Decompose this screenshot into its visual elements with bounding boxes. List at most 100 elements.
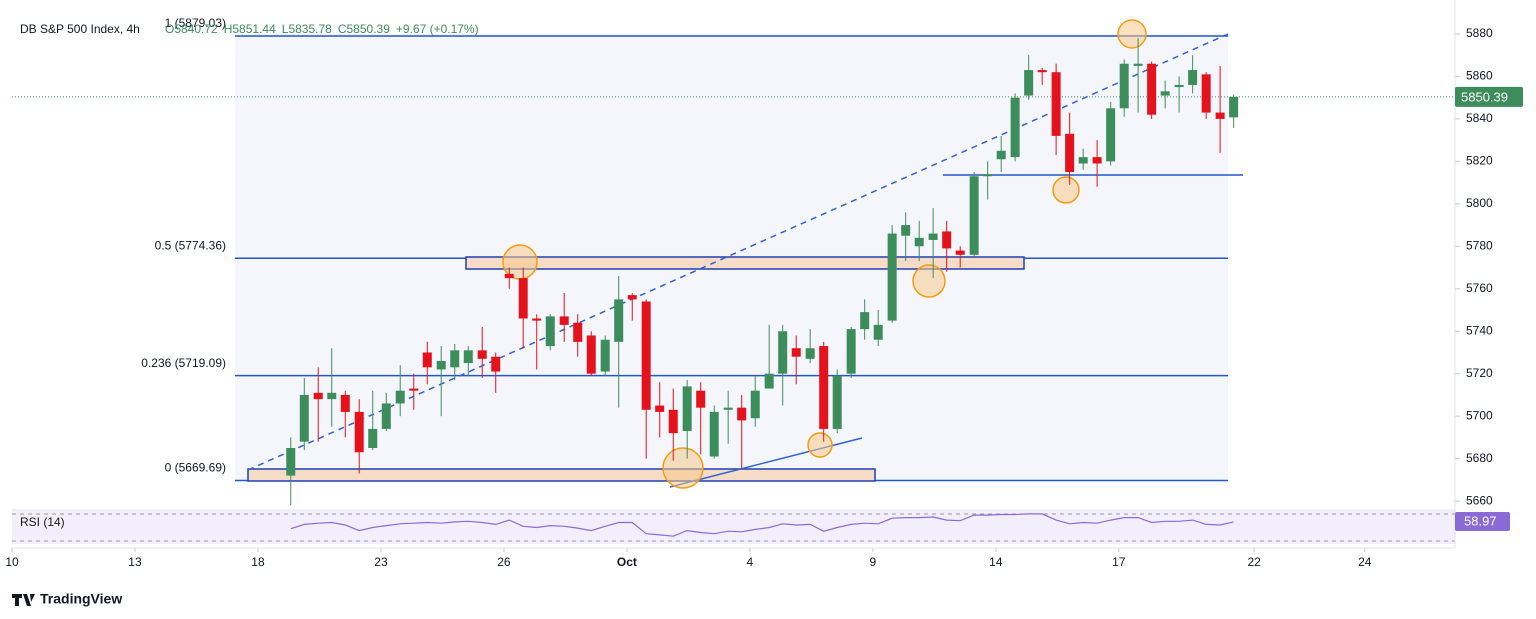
candle-body — [463, 350, 473, 364]
candle-body — [846, 329, 856, 374]
y-tick-label: 5880 — [1466, 26, 1493, 40]
y-tick-label: 5700 — [1466, 408, 1493, 422]
candle-body — [409, 388, 419, 391]
candle-body — [354, 411, 364, 453]
candle-body — [1010, 97, 1020, 158]
chart-title: DB S&P 500 Index, 4h — [20, 22, 140, 36]
candle-body — [1133, 63, 1143, 66]
candle-body — [422, 352, 432, 368]
y-tick-label: 5720 — [1466, 366, 1493, 380]
resistance-zone — [465, 256, 1025, 270]
candle-body — [928, 233, 938, 240]
candle-body — [286, 448, 296, 476]
candle-body — [887, 233, 897, 321]
brand-logo — [12, 594, 35, 606]
x-tick-label: 14 — [989, 555, 1003, 569]
fib-label: 0 (5669.69) — [165, 461, 226, 475]
candle-body — [340, 394, 350, 412]
rsi-label: RSI (14) — [20, 515, 65, 529]
highlight-circle — [912, 264, 946, 298]
candle-body — [504, 273, 514, 279]
x-tick-label: 23 — [374, 555, 388, 569]
candle-body — [778, 331, 788, 374]
candle-body — [901, 225, 911, 236]
header-value: +9.67 (+0.17%) — [396, 22, 479, 36]
x-tick-label: 18 — [251, 555, 265, 569]
y-tick-label: 5840 — [1466, 111, 1493, 125]
candle-body — [600, 339, 610, 372]
header-value: C5850.39 — [338, 22, 390, 36]
brand: TradingView — [12, 591, 122, 607]
y-tick-label: 5680 — [1466, 451, 1493, 465]
candle-body — [586, 335, 596, 374]
candle-body — [545, 316, 555, 347]
highlight-circle — [807, 432, 833, 458]
candle-body — [641, 301, 651, 410]
last-price-box — [1455, 86, 1523, 107]
candle-body — [969, 176, 979, 255]
fib-label: 1 (5879.03) — [165, 16, 226, 30]
candle-body — [573, 322, 583, 342]
y-tick-label: 5740 — [1466, 323, 1493, 337]
candle-body — [627, 295, 637, 300]
candle-body — [764, 373, 774, 389]
candle-body — [559, 316, 569, 325]
rsi-value-label: 58.97 — [1464, 513, 1497, 528]
y-tick-label: 5660 — [1466, 493, 1493, 507]
candle-body — [327, 392, 337, 400]
candle-body — [1037, 70, 1047, 73]
fib-label: 0.236 (5719.09) — [141, 356, 226, 370]
candle-body — [532, 318, 542, 321]
candle-body — [1160, 91, 1170, 96]
candle-body — [1092, 157, 1102, 164]
header-value: L5835.78 — [282, 22, 332, 36]
x-tick-label: 24 — [1358, 555, 1372, 569]
highlight-circle — [1117, 19, 1147, 49]
candle-body — [299, 394, 309, 442]
highlight-circle — [1052, 176, 1080, 204]
candle-body — [682, 386, 692, 432]
y-tick-label: 5760 — [1466, 281, 1493, 295]
header-value: H5851.44 — [224, 22, 276, 36]
x-tick-label: 22 — [1247, 555, 1261, 569]
candle-body — [805, 348, 815, 359]
candle-body — [737, 407, 747, 421]
candle-body — [1078, 157, 1088, 164]
candle-body — [668, 409, 678, 434]
candle-body — [819, 346, 829, 429]
highlight-circle — [502, 244, 538, 280]
candle-body — [1188, 70, 1198, 85]
candle-body — [1051, 72, 1061, 136]
candle-body — [996, 150, 1006, 160]
candle-body — [1024, 70, 1034, 96]
candle-body — [1215, 112, 1225, 119]
candle-body — [381, 403, 391, 429]
candle-body — [955, 250, 965, 255]
candle-body — [1106, 108, 1116, 162]
candle-body — [450, 350, 460, 368]
x-tick-label: 17 — [1112, 555, 1126, 569]
candle-body — [983, 174, 993, 177]
x-tick-label: 26 — [497, 555, 511, 569]
candle-body — [860, 312, 870, 330]
candle-body — [614, 299, 624, 342]
x-tick-label: 9 — [870, 555, 877, 569]
rsi-line — [290, 513, 1234, 537]
candle-body — [1229, 96, 1239, 118]
candle-body — [832, 375, 842, 429]
x-tick-label: 10 — [5, 555, 19, 569]
candle-body — [914, 237, 924, 247]
candle-body — [313, 392, 323, 400]
candle-body — [709, 411, 719, 457]
x-tick-label: 4 — [747, 555, 754, 569]
candle-body — [491, 356, 501, 372]
highlight-circle — [662, 447, 704, 489]
candle-body — [655, 405, 665, 412]
candle-body — [477, 350, 487, 359]
candle-body — [873, 324, 883, 340]
header-value: O5840.72 — [165, 22, 218, 36]
y-tick-label: 5820 — [1466, 154, 1493, 168]
rsi-pane — [12, 511, 1455, 544]
candle-body — [723, 407, 733, 410]
